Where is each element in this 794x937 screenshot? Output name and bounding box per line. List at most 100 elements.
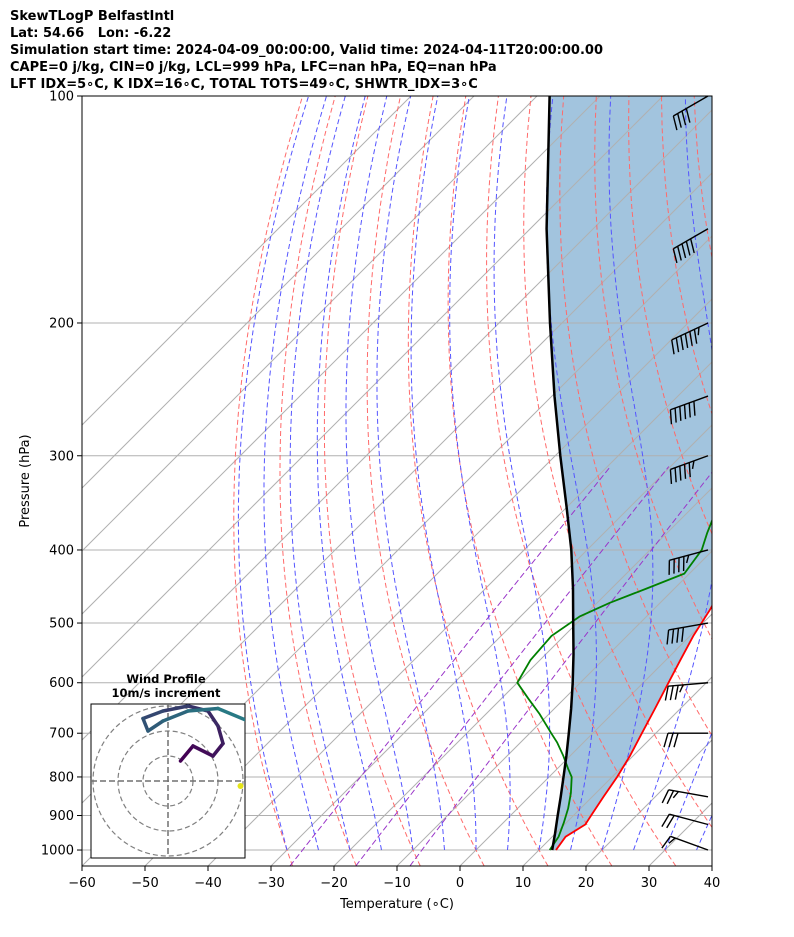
wind-barb bbox=[669, 455, 709, 485]
moist-adiabat bbox=[316, 96, 382, 851]
wind-barb-staff bbox=[670, 835, 709, 851]
wind-barb-flag bbox=[666, 629, 670, 645]
hodograph-trace-segment bbox=[141, 716, 150, 733]
isotherm-gridline bbox=[82, 96, 601, 615]
wind-barb-flag bbox=[668, 837, 676, 844]
x-tick-label: −30 bbox=[257, 876, 284, 891]
dry-adiabat bbox=[727, 96, 794, 866]
wind-barb bbox=[672, 228, 709, 264]
wind-barb bbox=[664, 682, 709, 701]
moist-adiabat bbox=[493, 96, 551, 851]
wind-barb-flag bbox=[681, 110, 687, 126]
x-tick-label: 40 bbox=[704, 876, 721, 891]
x-tick-label: −60 bbox=[68, 876, 95, 891]
moist-adiabat bbox=[601, 96, 654, 851]
wind-barb-flag bbox=[666, 790, 675, 805]
isotherm-gridline bbox=[333, 487, 712, 866]
wind-barb-flag bbox=[672, 791, 679, 799]
moist-adiabat bbox=[263, 96, 327, 851]
wind-barb-staff bbox=[673, 95, 709, 117]
wind-barb bbox=[671, 322, 709, 355]
wind-barb-flag bbox=[693, 401, 696, 416]
wind-barb-flag bbox=[669, 469, 673, 485]
wind-barb-flag bbox=[677, 246, 682, 261]
wind-barb-flag bbox=[684, 333, 689, 349]
wind-barb-flag bbox=[697, 327, 700, 336]
dry-adiabat bbox=[559, 96, 712, 737]
wind-barb bbox=[661, 789, 709, 805]
wind-barb-flag bbox=[679, 684, 684, 693]
mixing-ratio-line bbox=[289, 466, 611, 866]
wind-barb bbox=[672, 95, 709, 131]
mixing-ratio-line bbox=[355, 466, 670, 866]
wind-barbs bbox=[661, 95, 709, 851]
wind-barb-flag bbox=[668, 733, 674, 748]
wind-barb-staff bbox=[669, 813, 709, 826]
wind-barb-staff bbox=[668, 789, 709, 798]
wind-barb-flag bbox=[671, 339, 675, 355]
y-tick-label: 600 bbox=[49, 676, 74, 691]
isotherm-gridline bbox=[82, 96, 412, 426]
dewpoint-profile bbox=[516, 518, 712, 851]
hodograph-subtitle: 10m/s increment bbox=[112, 686, 221, 700]
y-tick-label: 200 bbox=[49, 316, 74, 331]
wind-barb-flag bbox=[661, 789, 670, 804]
wind-barb-flag bbox=[681, 627, 685, 642]
isotherm-gridline bbox=[82, 109, 712, 741]
dry-adiabat bbox=[594, 96, 712, 640]
stability-indices: LFT IDX=5∘C, K IDX=16∘C, TOTAL TOTS=49∘C… bbox=[10, 77, 478, 92]
convective-indices: CAPE=0 j/kg, CIN=0 j/kg, LCL=999 hPa, LF… bbox=[10, 60, 497, 75]
hodograph-endpoint bbox=[237, 783, 244, 789]
wind-barb-flag bbox=[661, 835, 671, 849]
hodograph-trace-segment bbox=[161, 709, 190, 723]
wind-barb-staff bbox=[668, 682, 709, 687]
wind-barb bbox=[668, 549, 709, 575]
wind-barb-flag bbox=[691, 460, 695, 469]
wind-barb bbox=[661, 813, 709, 829]
wind-barb-flag bbox=[669, 409, 673, 425]
isotherm-gridline bbox=[82, 96, 475, 489]
hodograph-trace-segment bbox=[186, 706, 220, 713]
y-tick-label: 800 bbox=[49, 770, 74, 785]
hodograph-title: Wind Profile bbox=[126, 672, 206, 686]
temperature-profile bbox=[555, 604, 712, 851]
hodograph-trace-segment bbox=[178, 744, 195, 763]
isotherm-gridline bbox=[711, 865, 712, 866]
wind-barb bbox=[669, 395, 709, 425]
wind-barb bbox=[663, 732, 708, 748]
x-axis-label: Temperature (∘C) bbox=[339, 897, 454, 912]
dry-adiabat bbox=[486, 96, 677, 866]
wind-barb-flag bbox=[679, 465, 682, 481]
hodograph-trace-segment bbox=[191, 744, 215, 758]
moist-adiabat bbox=[237, 96, 310, 851]
isotherm-gridline bbox=[522, 676, 712, 866]
moist-adiabat bbox=[545, 96, 597, 851]
isotherm-gridline bbox=[82, 96, 664, 678]
x-tick-label: 30 bbox=[641, 876, 658, 891]
moist-adiabat bbox=[633, 96, 712, 851]
wind-barb-flag bbox=[690, 238, 695, 254]
wind-barb bbox=[661, 835, 709, 851]
hodograph-trace-segment bbox=[206, 709, 220, 728]
location-info: Lat: 54.66 Lon: -6.22 bbox=[10, 26, 172, 41]
x-tick-label: −50 bbox=[131, 876, 158, 891]
moist-adiabat bbox=[345, 96, 414, 851]
wind-barb-flag bbox=[685, 241, 691, 256]
dry-adiabat bbox=[366, 96, 485, 866]
moist-adiabat bbox=[376, 96, 445, 851]
wind-barb bbox=[666, 622, 709, 645]
hodograph-trace-segment bbox=[216, 724, 225, 746]
wind-barb-flag bbox=[663, 733, 669, 748]
x-tick-label: 20 bbox=[578, 876, 595, 891]
moist-adiabat bbox=[728, 96, 794, 850]
y-tick-label: 300 bbox=[49, 449, 74, 464]
wind-barb-flag bbox=[661, 813, 670, 827]
y-tick-label: 400 bbox=[49, 543, 74, 558]
dry-adiabat bbox=[407, 96, 549, 866]
wind-barb-flag bbox=[674, 407, 677, 423]
mixing-ratio-line bbox=[409, 471, 712, 866]
wind-barb-flag bbox=[677, 113, 682, 128]
isotherm-gridline bbox=[270, 424, 712, 866]
wind-barb-flag bbox=[664, 686, 669, 701]
